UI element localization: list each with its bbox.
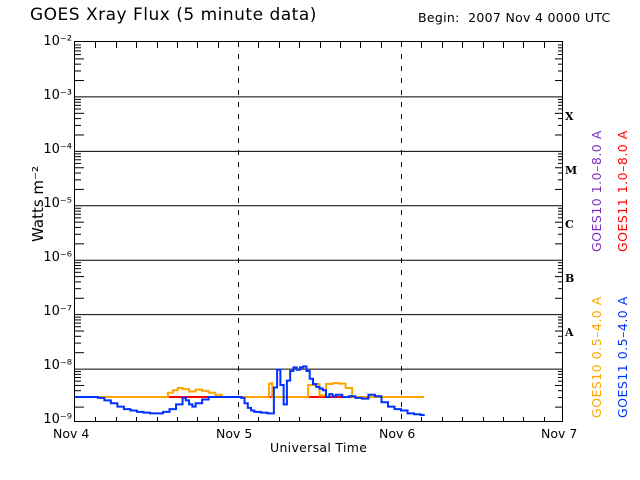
y-tick-label: 10⁻⁴: [43, 142, 72, 157]
y-tick-label: 10⁻⁷: [43, 304, 72, 319]
y-tick-label: 10⁻⁵: [43, 196, 72, 211]
flare-class-c: C: [565, 218, 574, 231]
plot-svg: [75, 42, 562, 421]
legend-goes11-long: GOES11 1.0–8.0 A: [615, 130, 630, 252]
x-tick-label: Nov 6: [379, 426, 416, 441]
x-axis-label: Universal Time: [270, 440, 368, 455]
flare-class-x: X: [565, 110, 574, 123]
legend-goes10-long: GOES10 1.0–8.0 A: [589, 130, 604, 252]
y-tick-label: 10⁻⁹: [43, 412, 72, 427]
y-tick-label: 10⁻⁸: [43, 358, 72, 373]
y-tick-label: 10⁻²: [43, 34, 72, 49]
y-tick-label: 10⁻³: [43, 88, 72, 103]
flare-class-a: A: [565, 326, 574, 339]
x-tick-label: Nov 5: [216, 426, 253, 441]
flare-class-m: M: [565, 164, 578, 177]
begin-timestamp: Begin: 2007 Nov 4 0000 UTC: [418, 10, 611, 25]
legend-goes11-short: GOES11 0.5–4.0 A: [615, 296, 630, 418]
flare-class-b: B: [565, 272, 575, 285]
plot-area: [74, 41, 563, 422]
legend-goes10-short: GOES10 0.5–4.0 A: [589, 296, 604, 418]
x-tick-label: Nov 4: [53, 426, 90, 441]
y-tick-label: 10⁻⁶: [43, 250, 72, 265]
page-title: GOES Xray Flux (5 minute data): [30, 5, 317, 25]
x-tick-label: Nov 7: [541, 426, 578, 441]
